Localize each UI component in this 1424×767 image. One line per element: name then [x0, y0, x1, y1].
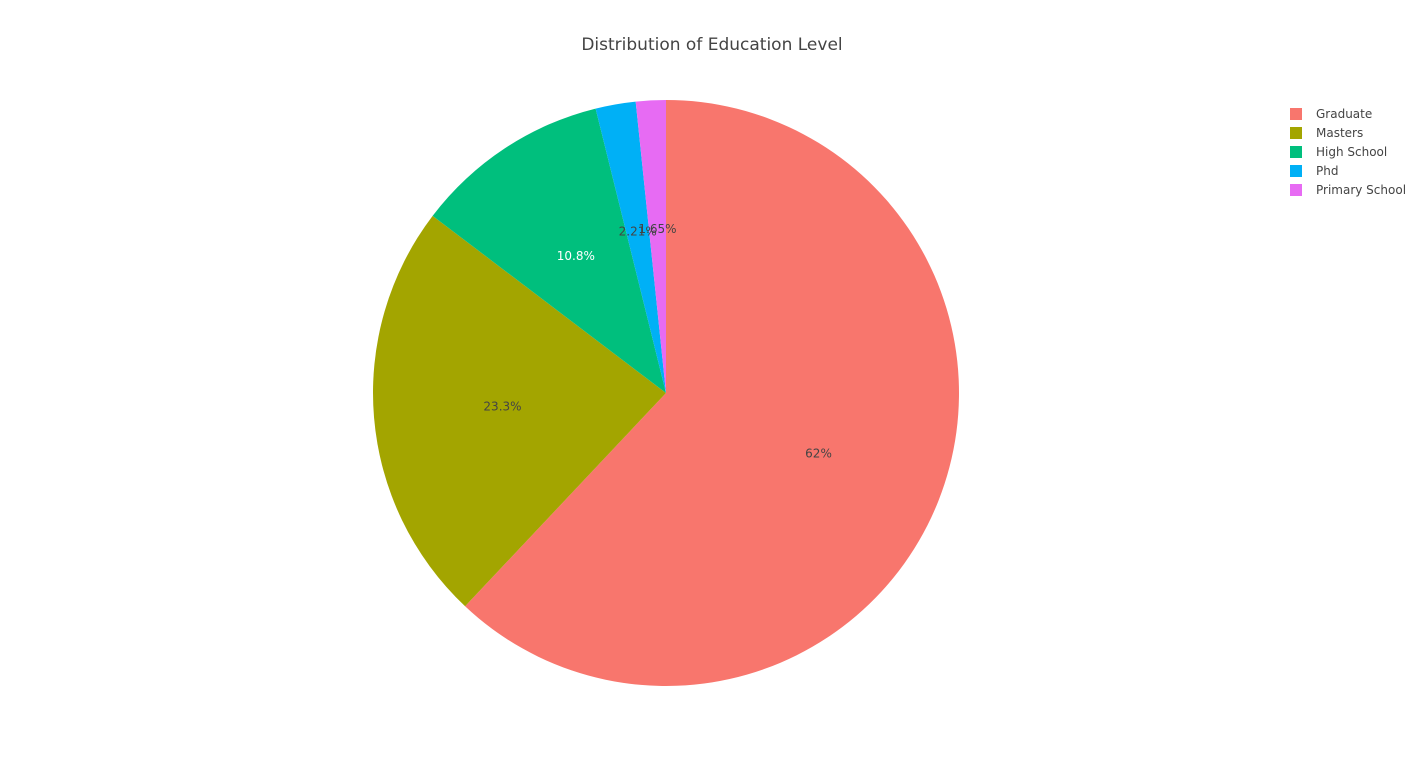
- pie-slice-graduate[interactable]: [465, 100, 959, 686]
- legend-label: Phd: [1316, 164, 1338, 178]
- pie-slice-phd[interactable]: [595, 101, 666, 393]
- pie-slice-primary-school[interactable]: [635, 100, 666, 393]
- chart-title: Distribution of Education Level: [581, 35, 842, 55]
- legend-item-graduate[interactable]: Graduate: [1290, 107, 1372, 121]
- pie-slice-masters[interactable]: [372, 215, 666, 607]
- legend-item-phd[interactable]: Phd: [1290, 164, 1338, 178]
- pie-slice-label-masters: 23.3%: [483, 400, 521, 414]
- pie-slice-labels: 62% 23.3% 10.8% 2.21%1.65%: [483, 222, 831, 460]
- pie-slice-high-school[interactable]: [432, 108, 666, 394]
- pie-slice-label-high-school: 10.8%: [557, 249, 595, 263]
- pie-slice-label-graduate: 62%: [805, 447, 832, 461]
- legend-item-masters[interactable]: Masters: [1290, 126, 1363, 140]
- legend-item-high-school[interactable]: High School: [1290, 145, 1387, 159]
- legend-label: High School: [1316, 145, 1387, 159]
- pie-slice-label-primary-school: 1.65%: [638, 222, 676, 236]
- legend-label: Graduate: [1316, 107, 1372, 121]
- legend-swatch: [1290, 108, 1302, 120]
- legend-label: Primary School: [1316, 183, 1406, 197]
- pie-slice-label-phd: 2.21%: [619, 224, 657, 238]
- legend-swatch: [1290, 165, 1302, 177]
- pie-slices: [372, 100, 959, 686]
- legend-label: Masters: [1316, 126, 1363, 140]
- legend-swatch: [1290, 184, 1302, 196]
- legend-item-primary-school[interactable]: Primary School: [1290, 183, 1406, 197]
- legend-swatch: [1290, 146, 1302, 158]
- legend: Graduate Masters High School Phd Primary Sch…: [1290, 107, 1406, 197]
- legend-swatch: [1290, 127, 1302, 139]
